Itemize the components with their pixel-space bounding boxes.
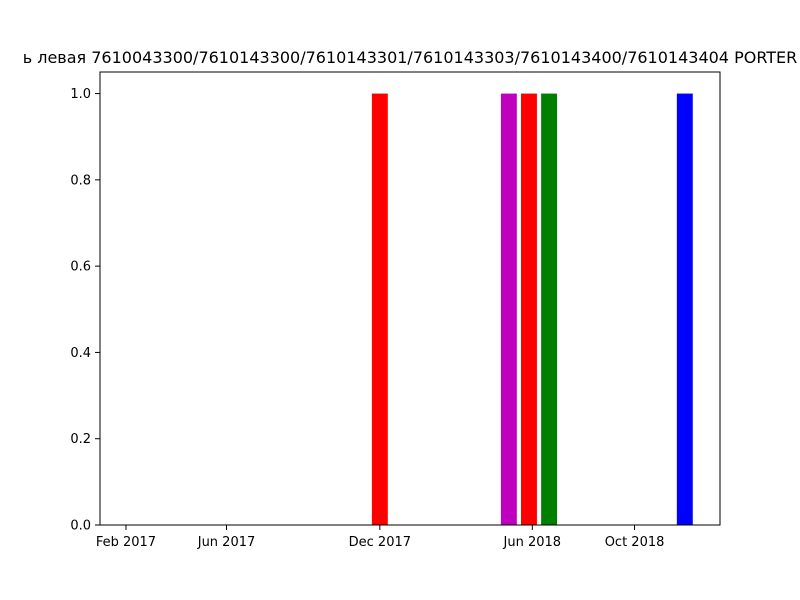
y-tick-label-4: 0.8 xyxy=(70,173,91,188)
y-tick-label-3: 0.6 xyxy=(70,260,91,275)
y-tick-label-5: 1.0 xyxy=(70,87,91,102)
y-tick-label-1: 0.2 xyxy=(70,432,91,447)
x-tick-label-2: Dec 2017 xyxy=(349,535,411,550)
bar-1 xyxy=(500,93,517,525)
x-tick-label-1: Jun 2017 xyxy=(197,535,256,550)
bar-3 xyxy=(541,93,558,525)
bar-4 xyxy=(676,93,693,525)
plot-frame xyxy=(99,71,721,526)
bar-series xyxy=(371,93,693,525)
x-tick-label-0: Feb 2017 xyxy=(96,535,156,550)
x-axis-ticks: Feb 2017 Jun 2017 Dec 2017 Jun 2018 Oct 2018 xyxy=(96,525,665,550)
x-tick-label-4: Oct 2018 xyxy=(605,535,665,550)
y-tick-label-2: 0.4 xyxy=(70,346,91,361)
bar-0 xyxy=(371,93,388,525)
bar-2 xyxy=(521,93,537,525)
y-tick-label-0: 0.0 xyxy=(70,519,91,534)
x-tick-label-3: Jun 2018 xyxy=(503,535,562,550)
chart-title: ь левая 7610043300/7610143300/7610143301… xyxy=(23,48,798,67)
y-axis-ticks: 0.0 0.2 0.4 0.6 0.8 1.0 xyxy=(70,87,100,534)
